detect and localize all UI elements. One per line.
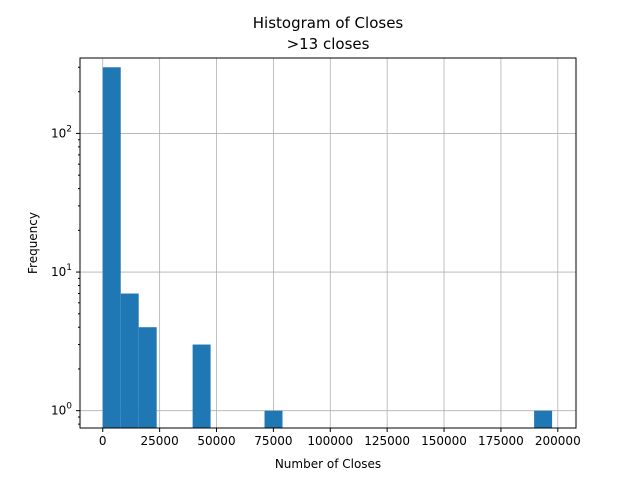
bars <box>102 67 553 428</box>
x-tick-label: 75000 <box>254 434 292 448</box>
histogram-bar <box>534 410 553 428</box>
x-tick-label: 25000 <box>141 434 179 448</box>
plot-frame <box>79 57 577 429</box>
x-tick-label: 200000 <box>535 434 581 448</box>
histogram-bar <box>138 327 157 428</box>
x-tick-label: 50000 <box>197 434 235 448</box>
x-tick-label: 100000 <box>307 434 353 448</box>
grid-lines <box>80 58 576 428</box>
y-axis-label: Frequency <box>26 212 40 274</box>
x-tick-label: 150000 <box>421 434 467 448</box>
y-tick-label: 101 <box>51 263 72 279</box>
chart-subtitle: >13 closes <box>287 35 370 53</box>
histogram-bar <box>264 410 283 428</box>
histogram-bar <box>192 344 211 428</box>
y-tick-label: 100 <box>51 402 72 418</box>
x-tick-label: 0 <box>99 434 107 448</box>
y-tick-label: 102 <box>51 124 72 140</box>
x-tick-label: 175000 <box>478 434 524 448</box>
x-tick-label: 125000 <box>364 434 410 448</box>
x-axis-label: Number of Closes <box>275 457 381 471</box>
chart-title: Histogram of Closes <box>253 14 404 32</box>
histogram-bar <box>120 293 139 428</box>
x-axis-ticks: 0 25000 50000 75000 100000 125000 150000 175000… <box>99 428 581 448</box>
histogram-bar <box>102 67 121 428</box>
y-axis-ticks: 100 101 102 <box>51 66 80 425</box>
